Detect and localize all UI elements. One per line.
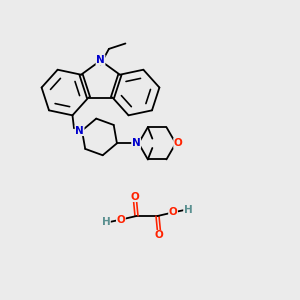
- Text: H: H: [184, 205, 193, 215]
- Text: N: N: [132, 138, 140, 148]
- Text: N: N: [96, 55, 105, 65]
- Text: O: O: [169, 207, 178, 218]
- Text: O: O: [154, 230, 164, 241]
- Text: O: O: [130, 191, 140, 202]
- Text: O: O: [116, 214, 125, 225]
- Text: O: O: [174, 138, 182, 148]
- Text: N: N: [75, 126, 84, 136]
- Text: H: H: [101, 217, 110, 227]
